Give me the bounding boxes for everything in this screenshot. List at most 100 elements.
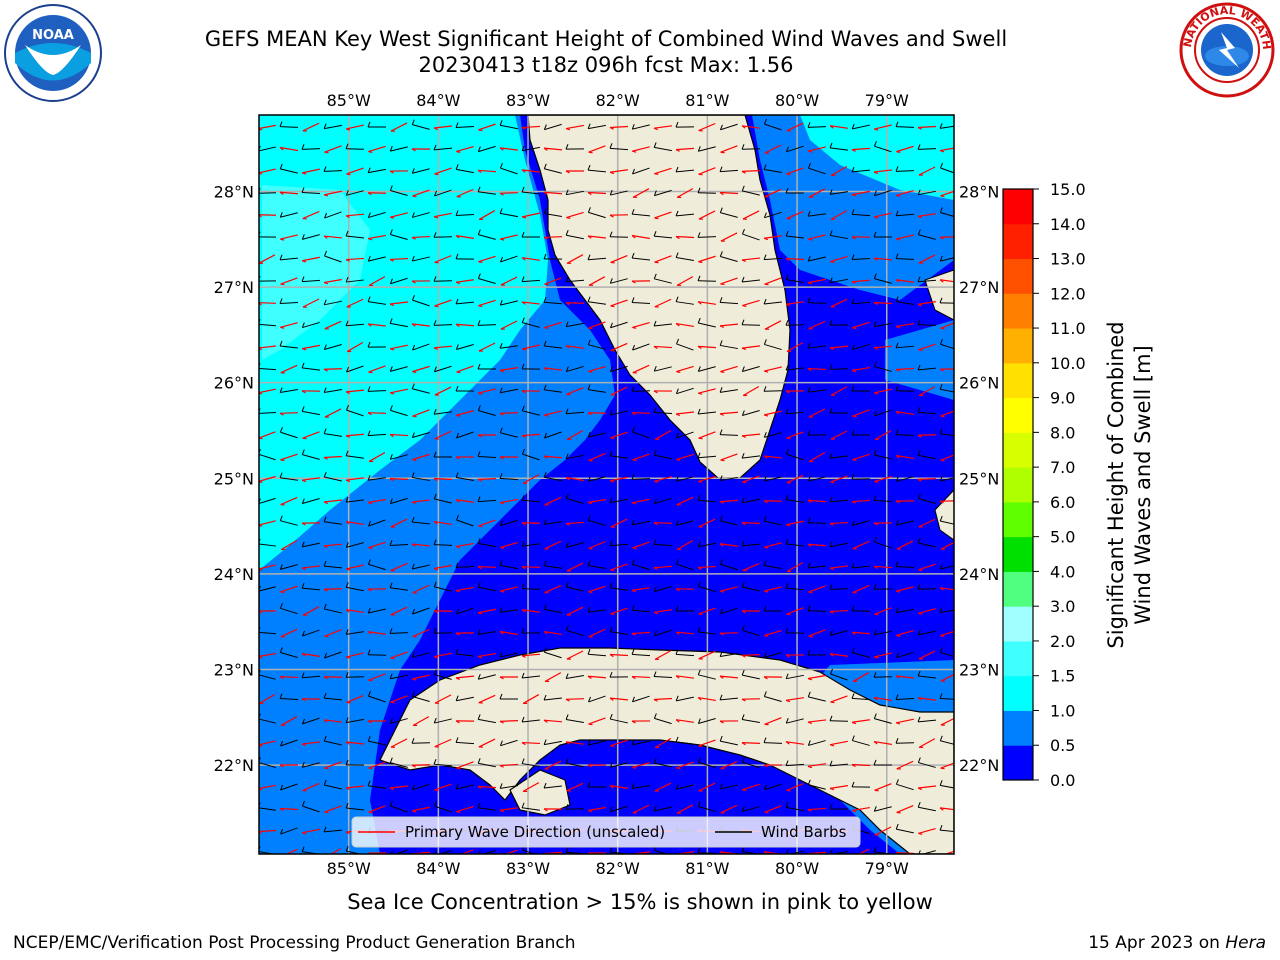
- wind-barb: [763, 390, 783, 392]
- wave-arrow: [786, 607, 804, 615]
- wind-barb-flag: [324, 212, 328, 219]
- wave-arrow: [259, 694, 276, 704]
- wave-arrow-head: [279, 147, 284, 151]
- wave-arrow: [654, 782, 672, 792]
- wind-barb: [676, 520, 694, 526]
- wind-barb: [302, 762, 320, 768]
- wave-arrow-head: [499, 809, 505, 813]
- wind-barb: [874, 366, 892, 372]
- wave-arrow-head: [367, 192, 372, 196]
- wave-arrow-head: [455, 589, 461, 593]
- wave-arrow-head: [412, 371, 417, 374]
- wind-barb: [500, 564, 518, 570]
- wave-arrow: [807, 499, 827, 503]
- wave-arrow-head: [368, 371, 373, 374]
- wave-arrow: [390, 344, 408, 350]
- wave-arrow-head: [763, 237, 769, 241]
- wind-barb: [280, 827, 298, 835]
- wind-barb-flag: [499, 208, 503, 214]
- wave-arrow-head: [301, 260, 307, 263]
- wind-barb: [786, 279, 804, 283]
- wave-arrow: [368, 673, 386, 681]
- wind-barb-flag: [763, 339, 767, 345]
- wave-arrow: [521, 433, 541, 437]
- wind-barb: [851, 610, 871, 612]
- wind-barb-flag: [807, 122, 811, 128]
- wind-barb: [412, 124, 430, 130]
- wave-arrow-head: [280, 283, 285, 286]
- wave-arrow: [323, 588, 343, 590]
- wind-barb: [566, 497, 584, 505]
- wave-arrow-head: [631, 632, 636, 636]
- wave-arrow: [522, 474, 540, 484]
- wind-barb: [302, 805, 320, 813]
- wind-barb: [720, 520, 738, 526]
- wave-arrow-head: [544, 414, 549, 417]
- wind-barb: [324, 124, 342, 130]
- colorbar-segment: [1003, 501, 1033, 538]
- wind-barb-flag: [565, 230, 569, 236]
- wave-arrow-head: [323, 456, 328, 460]
- wind-barb: [830, 147, 848, 151]
- wave-arrow-head: [697, 345, 702, 350]
- wind-barb-flag: [675, 605, 679, 612]
- wind-barb-flag: [455, 253, 459, 260]
- wave-arrow: [698, 607, 716, 615]
- wave-arrow-head: [543, 236, 548, 240]
- wave-arrow: [367, 192, 387, 194]
- wind-barb: [632, 740, 650, 746]
- wave-arrow: [477, 785, 497, 789]
- wind-barb-flag: [609, 671, 613, 678]
- wave-arrow-head: [807, 543, 812, 547]
- wind-barb-flag: [367, 735, 371, 742]
- wave-arrow: [786, 520, 804, 526]
- wind-barb: [830, 850, 848, 854]
- wave-arrow: [346, 652, 364, 658]
- wave-arrow-head: [565, 345, 570, 349]
- wave-arrow-head: [653, 390, 658, 394]
- wind-barb-flag: [455, 737, 459, 743]
- wind-barb: [433, 544, 453, 546]
- wave-arrow: [786, 167, 804, 175]
- wave-arrow: [500, 276, 518, 286]
- wind-barb: [610, 455, 628, 459]
- wave-arrow: [346, 124, 364, 130]
- wave-arrow-head: [565, 741, 570, 745]
- wave-arrow-head: [808, 591, 813, 594]
- wave-arrow-head: [851, 501, 856, 504]
- wind-barb-flag: [323, 826, 327, 833]
- wave-arrow-head: [741, 610, 746, 614]
- wind-barb: [807, 565, 827, 569]
- wave-arrow: [851, 499, 871, 503]
- lat-label-right: 27°N: [959, 278, 999, 297]
- wave-arrow-head: [852, 415, 857, 418]
- wind-barb: [412, 256, 430, 262]
- wind-barb: [323, 565, 343, 569]
- wind-barb-flag: [477, 146, 481, 152]
- wind-barb-flag: [609, 278, 613, 284]
- wind-barb: [390, 454, 408, 460]
- wave-arrow-head: [411, 764, 416, 768]
- wind-barb: [587, 169, 607, 173]
- wave-arrow-head: [764, 546, 769, 549]
- wind-barb: [676, 784, 694, 790]
- wave-arrow: [829, 521, 849, 525]
- wave-arrow-head: [631, 502, 637, 505]
- wind-barb-flag: [719, 340, 723, 346]
- wave-arrow-head: [323, 235, 328, 239]
- wind-barb: [830, 455, 848, 459]
- wave-arrow: [434, 386, 452, 396]
- wave-arrow-head: [653, 567, 658, 570]
- wind-barb-flag: [653, 449, 657, 456]
- wind-barb: [500, 300, 518, 306]
- wind-barb-flag: [939, 563, 943, 570]
- wind-barb: [917, 367, 937, 371]
- wave-arrow: [345, 785, 365, 789]
- wave-arrow: [632, 541, 650, 549]
- wave-arrow-head: [917, 126, 922, 130]
- wind-barb-flag: [477, 273, 481, 279]
- wave-arrow: [632, 587, 650, 591]
- wave-arrow-head: [632, 766, 637, 769]
- wind-barb-flag: [499, 740, 503, 746]
- wind-barb-flag: [917, 493, 921, 499]
